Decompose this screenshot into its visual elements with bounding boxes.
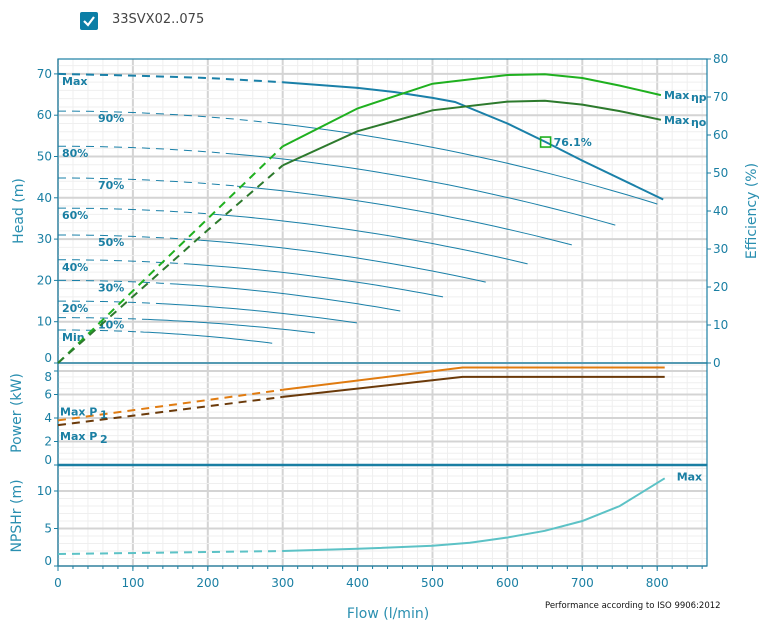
head-curve-label: 50% <box>98 236 124 249</box>
power-curve-0-dashed <box>57 388 283 422</box>
flow-tick-label: 0 <box>54 576 62 590</box>
head-curve-10%-dashed <box>58 317 148 320</box>
flow-axis-title: Flow (l/min) <box>347 606 429 622</box>
efficiency-tick-label: 50 <box>713 166 728 180</box>
head-tick-label: 0 <box>44 351 52 365</box>
efficiency-curve-sub-label: ηp <box>691 91 707 104</box>
duty-point-label: 76.1% <box>554 136 592 149</box>
head-tick-label: 40 <box>37 191 52 205</box>
duty-point-marker <box>539 136 552 148</box>
head-curve-Min-dashed <box>58 329 141 333</box>
head-tick-label: 50 <box>37 150 52 164</box>
efficiency-curve-0-dashed <box>57 145 284 364</box>
flow-tick-label: 400 <box>346 576 369 590</box>
grid <box>57 59 707 567</box>
power-curve-0-solid <box>282 366 665 391</box>
power-tick-label: 4 <box>44 411 52 425</box>
head-curve-50%-solid <box>200 239 486 283</box>
power-axis-title: Power (kW) <box>9 373 25 453</box>
efficiency-tick-label: 0 <box>713 356 721 370</box>
flow-tick-label: 500 <box>421 576 444 590</box>
efficiency-tick-label: 30 <box>713 242 728 256</box>
efficiency-tick-label: 20 <box>713 280 728 294</box>
efficiency-tick-label: 80 <box>713 52 728 66</box>
series-label: 33SVX02..075 <box>112 12 205 27</box>
flow-tick-label: 300 <box>271 576 294 590</box>
efficiency-curve-0-solid <box>282 73 662 148</box>
head-curve-30%-solid <box>170 283 401 312</box>
power-curve-1-solid <box>282 375 665 398</box>
npsh-curve-dashed <box>57 550 283 555</box>
power-curve-sub-label: 2 <box>100 433 108 446</box>
npsh-tick-label: 10 <box>37 484 52 498</box>
head-curve-70%-dashed <box>58 177 238 187</box>
head-curve-Max-solid <box>282 81 664 201</box>
flow-tick-label: 200 <box>196 576 219 590</box>
power-curve-sub-label: 1 <box>100 408 108 421</box>
npsh-curve-solid <box>282 477 666 552</box>
efficiency-curve-label: Max <box>664 89 689 102</box>
efficiency-tick-label: 40 <box>713 204 728 218</box>
head-curve-80%-solid <box>233 153 616 226</box>
head-curve-Max-dashed <box>57 72 283 84</box>
power-tick-label: 8 <box>44 370 52 384</box>
npsh-tick-label: 5 <box>44 522 52 536</box>
head-axis-title: Head (m) <box>11 178 27 244</box>
head-tick-label: 70 <box>37 67 52 81</box>
head-curve-20%-dashed <box>58 300 163 305</box>
head-curve-label: 60% <box>62 209 88 222</box>
head-curve-label: 80% <box>62 147 88 160</box>
head-curve-40%-solid <box>185 263 444 298</box>
head-curve-50%-dashed <box>58 234 201 241</box>
efficiency-curve-1-solid <box>282 99 662 167</box>
npsh-tick-label: 0 <box>44 554 52 568</box>
npsh-curve-label: Max <box>677 470 702 483</box>
npsh-axis-title: NPSHr (m) <box>9 479 25 552</box>
flow-tick-label: 800 <box>646 576 669 590</box>
head-curve-label: 40% <box>62 261 88 274</box>
head-curve-80%-dashed <box>58 145 234 155</box>
efficiency-tick-label: 70 <box>713 90 728 104</box>
efficiency-axis-title: Efficiency (%) <box>744 163 760 259</box>
panel-frame-0 <box>57 58 708 364</box>
flow-tick-label: 600 <box>496 576 519 590</box>
check-icon <box>83 16 95 27</box>
head-curve-10%-solid <box>147 318 315 334</box>
series-checkbox[interactable] <box>80 12 98 30</box>
flow-tick-label: 100 <box>121 576 144 590</box>
efficiency-curve-label: Max <box>664 114 689 127</box>
power-tick-label: 2 <box>44 435 52 449</box>
power-curve-label: Max P <box>60 430 97 443</box>
head-curve-label: Min <box>62 331 85 344</box>
head-curve-label: 30% <box>98 281 124 294</box>
efficiency-curve-sub-label: ηo <box>691 116 707 129</box>
head-tick-label: 30 <box>37 232 52 246</box>
head-curve-20%-solid <box>162 303 357 324</box>
power-tick-label: 6 <box>44 388 52 402</box>
head-tick-label: 20 <box>37 273 52 287</box>
iso-note: Performance according to ISO 9906:2012 <box>545 601 721 611</box>
head-tick-label: 10 <box>37 315 52 329</box>
head-curve-label: 90% <box>98 112 124 125</box>
power-tick-label: 0 <box>44 453 52 467</box>
head-curve-40%-dashed <box>58 259 186 265</box>
head-tick-label: 60 <box>37 108 52 122</box>
head-curve-60%-solid <box>219 214 528 265</box>
head-curve-Min-solid <box>140 331 273 344</box>
efficiency-tick-label: 10 <box>713 318 728 332</box>
head-curve-label: 20% <box>62 302 88 315</box>
head-curve-90%-dashed <box>58 110 271 124</box>
head-curve-70%-solid <box>236 185 572 246</box>
power-curve-label: Max P <box>60 405 97 418</box>
head-curve-90%-solid <box>269 122 658 205</box>
flow-tick-label: 700 <box>571 576 594 590</box>
head-curve-30%-dashed <box>58 279 171 285</box>
efficiency-tick-label: 60 <box>713 128 728 142</box>
head-curve-label: Max <box>62 75 87 88</box>
head-curve-label: 70% <box>98 179 124 192</box>
power-curve-1-dashed <box>57 395 283 427</box>
